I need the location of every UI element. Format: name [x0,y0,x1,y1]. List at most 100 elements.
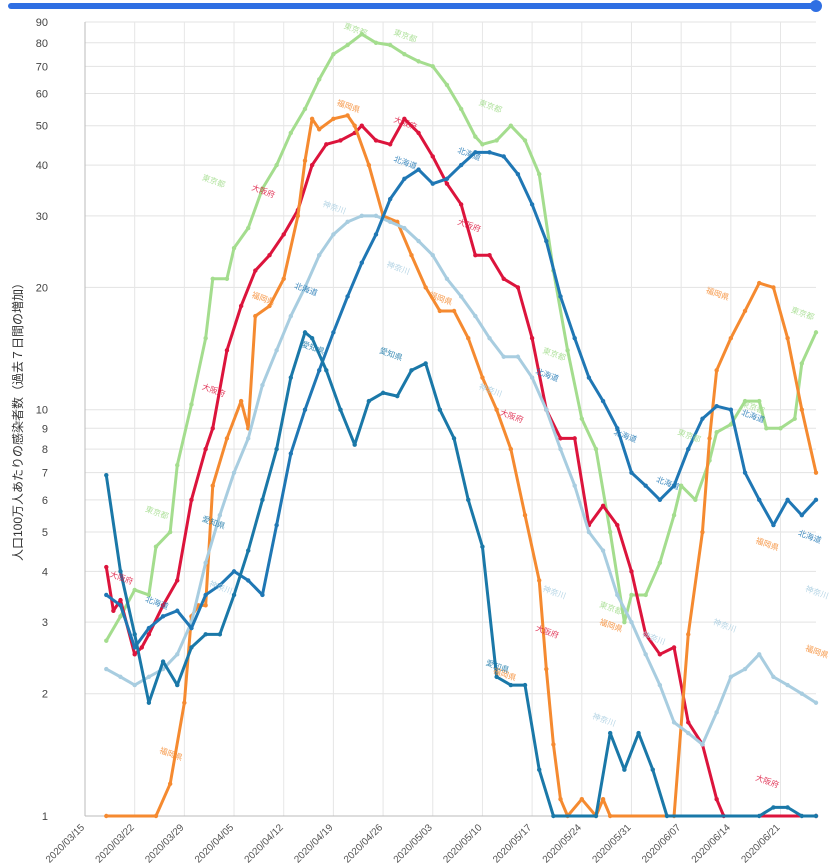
data-point [387,219,393,225]
data-point [224,436,230,441]
data-point [146,625,152,631]
data-point [714,710,719,715]
data-point [480,142,485,147]
data-point [274,446,279,452]
data-point [189,497,194,503]
data-point [175,682,180,688]
x-tick-label: 2020/05/10 [441,822,484,865]
data-point [508,682,514,688]
data-point [167,781,173,787]
data-point [160,659,166,664]
data-point [231,245,237,251]
data-point [416,238,421,244]
data-point [146,592,152,598]
data-point [785,805,790,810]
y-tick-label: 30 [36,211,48,223]
data-point [189,402,194,407]
data-point [104,592,109,598]
data-point [458,162,464,168]
series-label-fukuoka: 福岡県 [158,746,184,763]
data-point [373,213,379,219]
data-point [813,497,819,503]
data-point [111,608,116,613]
x-tick-label: 2020/03/15 [44,822,87,865]
date-range-slider[interactable] [8,0,822,12]
data-point [338,138,343,143]
data-point [466,335,471,341]
data-point [686,720,691,725]
data-point [139,645,144,650]
data-point [274,162,279,168]
data-point [629,569,634,574]
data-point [643,652,648,657]
data-point [799,407,805,412]
data-point [480,375,485,380]
data-point [600,398,606,404]
data-point [175,463,180,468]
data-point [309,162,315,168]
data-point [778,426,783,431]
data-point [288,313,294,319]
data-point [423,285,428,290]
series-label-tokyo: 東京都 [478,97,504,115]
data-point [473,134,478,139]
data-point [579,796,584,802]
x-tick-label: 2020/05/03 [392,822,435,865]
data-point [537,578,542,583]
data-point [217,582,223,588]
data-point [295,213,301,219]
data-point [210,276,215,281]
data-point [458,202,464,207]
data-point [537,767,542,772]
y-tick-label: 90 [36,17,48,29]
series-label-hokkaido: 北海道 [456,145,482,163]
data-point [430,154,435,159]
series-label-tokyo: 東京都 [790,304,816,322]
x-tick-label: 2020/04/12 [243,822,286,865]
data-point [742,398,748,404]
data-point [210,483,215,488]
data-point [260,382,265,388]
data-point [288,451,294,456]
y-tick-label: 40 [36,160,48,172]
series-label-kanagawa: 神奈川 [541,583,567,601]
data-point [189,625,194,631]
data-point [785,497,790,503]
data-point [153,544,159,549]
series-label-tokyo: 東京都 [201,172,227,190]
data-point [757,398,762,404]
data-point [430,181,435,186]
y-tick-label: 4 [42,566,48,578]
data-point [643,483,648,488]
data-point [473,150,478,155]
data-point [359,123,364,128]
data-point [189,645,194,650]
data-point [309,116,315,121]
data-point [118,569,123,574]
slider-thumb[interactable] [810,0,822,12]
data-point [238,398,244,404]
data-point [622,767,627,772]
data-point [615,522,620,528]
data-point [231,569,237,574]
data-point [359,31,364,37]
x-tick-label: 2020/04/05 [193,822,236,865]
series-label-hokkaido: 北海道 [797,528,823,546]
series-label-kanagawa: 神奈川 [321,198,347,216]
y-axis-label: 人口100万人あたりの感染者数（過去７日間の増加） [10,277,25,561]
data-point [224,276,230,281]
data-point [402,176,407,182]
data-point [380,390,386,396]
data-point [217,512,223,518]
data-point [402,51,407,57]
y-tick-label: 70 [36,61,48,73]
data-point [671,720,677,725]
data-point [586,529,592,535]
data-point [366,162,372,168]
data-point [167,529,173,535]
data-point [529,335,535,341]
data-point [302,106,308,112]
data-point [373,138,379,143]
data-point [267,253,272,258]
data-point [260,186,265,191]
